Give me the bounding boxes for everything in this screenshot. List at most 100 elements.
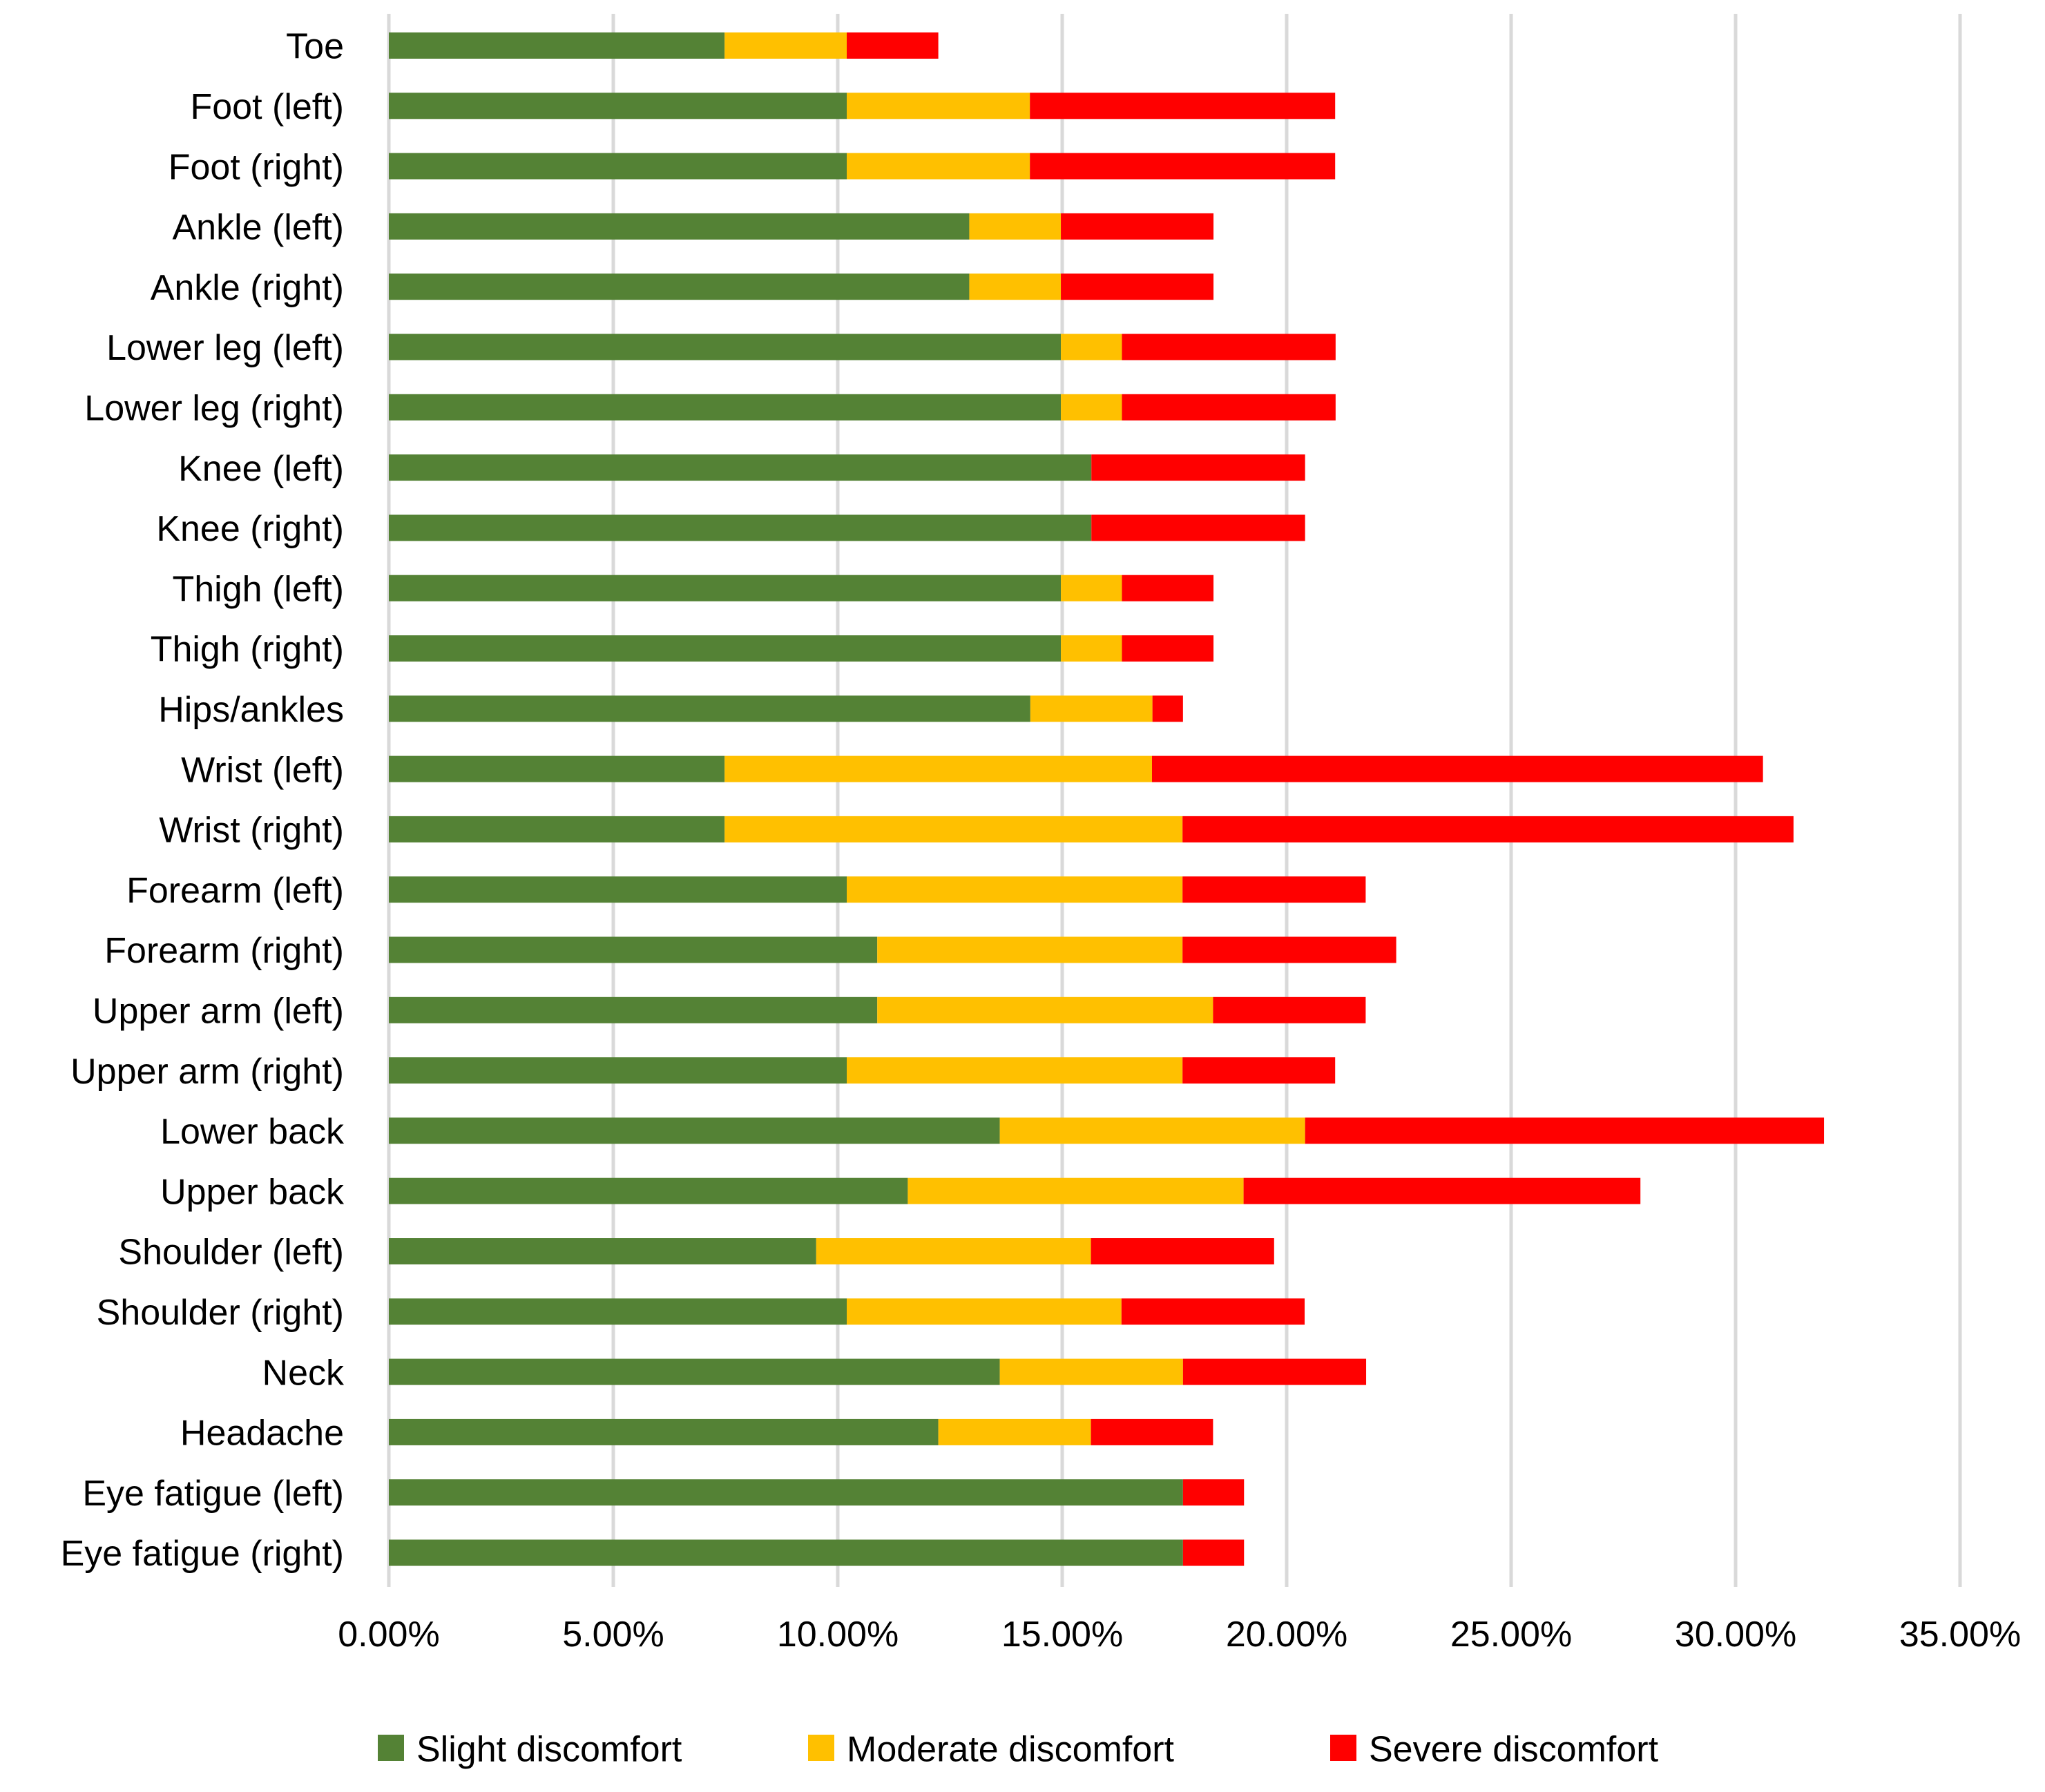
bar-upper-back-slight-discomfort bbox=[389, 1177, 908, 1204]
bar-foot-left-severe-discomfort bbox=[1030, 93, 1336, 119]
bar-lower-leg-right-severe-discomfort bbox=[1122, 394, 1336, 421]
bar-toe-moderate-discomfort bbox=[724, 32, 847, 59]
bar-lower-leg-left-slight-discomfort bbox=[389, 334, 1062, 360]
bar-upper-arm-left-moderate-discomfort bbox=[877, 996, 1213, 1023]
x-tick-label-7: 35.00% bbox=[1899, 1615, 2021, 1655]
category-label-foot-left: Foot (left) bbox=[191, 87, 345, 127]
bar-forearm-right-slight-discomfort bbox=[389, 936, 878, 963]
bar-lower-leg-left-moderate-discomfort bbox=[1061, 334, 1122, 360]
bar-headache-severe-discomfort bbox=[1091, 1418, 1213, 1445]
category-label-lower-back: Lower back bbox=[160, 1112, 345, 1152]
bar-upper-arm-left-slight-discomfort bbox=[389, 996, 878, 1023]
bar-wrist-left-slight-discomfort bbox=[389, 755, 725, 782]
bar-foot-left-moderate-discomfort bbox=[847, 93, 1030, 119]
bar-neck-slight-discomfort bbox=[389, 1358, 1000, 1385]
legend-swatch-moderate-discomfort bbox=[808, 1735, 834, 1761]
bar-lower-leg-left-severe-discomfort bbox=[1122, 334, 1336, 360]
x-tick-label-0: 0.00% bbox=[338, 1615, 439, 1655]
bar-toe-severe-discomfort bbox=[847, 32, 939, 59]
legend-swatch-slight-discomfort bbox=[378, 1735, 404, 1761]
gridlines bbox=[387, 14, 1962, 1587]
bar-foot-right-severe-discomfort bbox=[1030, 153, 1336, 180]
bar-ankle-left-slight-discomfort bbox=[389, 213, 970, 240]
category-label-lower-leg-left: Lower leg (left) bbox=[106, 328, 344, 368]
bar-eye-fatigue-right-slight-discomfort bbox=[389, 1539, 1183, 1566]
bar-headache-slight-discomfort bbox=[389, 1418, 939, 1445]
bar-forearm-left-slight-discomfort bbox=[389, 876, 847, 903]
bar-ankle-left-severe-discomfort bbox=[1061, 213, 1214, 240]
bar-ankle-left-moderate-discomfort bbox=[969, 213, 1062, 240]
bar-forearm-left-moderate-discomfort bbox=[847, 876, 1183, 903]
category-label-foot-right: Foot (right) bbox=[169, 147, 344, 187]
bar-hips-ankles-slight-discomfort bbox=[389, 695, 1030, 722]
x-tick-label-2: 10.00% bbox=[777, 1615, 899, 1655]
category-label-shoulder-left: Shoulder (left) bbox=[118, 1233, 344, 1273]
bar-thigh-right-moderate-discomfort bbox=[1061, 635, 1122, 662]
bar-thigh-left-severe-discomfort bbox=[1122, 575, 1214, 601]
bar-shoulder-left-moderate-discomfort bbox=[816, 1238, 1091, 1264]
category-labels: Toe Foot (left) Foot (right) Ankle (left) An… bbox=[61, 27, 345, 1574]
bar-wrist-right-severe-discomfort bbox=[1182, 816, 1794, 842]
category-label-headache: Headache bbox=[180, 1414, 344, 1454]
bar-thigh-left-moderate-discomfort bbox=[1061, 575, 1122, 601]
bar-ankle-right-severe-discomfort bbox=[1061, 273, 1214, 300]
category-label-hips-ankles: Hips/ankles bbox=[158, 690, 344, 730]
bar-wrist-right-moderate-discomfort bbox=[724, 816, 1183, 842]
bar-wrist-left-moderate-discomfort bbox=[724, 755, 1152, 782]
x-tick-labels: 0.00% 5.00% 10.00% 15.00% 20.00% 25.00% 30.00%… bbox=[338, 1615, 2021, 1655]
bar-shoulder-right-slight-discomfort bbox=[389, 1298, 847, 1325]
category-label-knee-right: Knee (right) bbox=[156, 509, 344, 549]
bar-forearm-right-severe-discomfort bbox=[1182, 936, 1396, 963]
bar-shoulder-left-severe-discomfort bbox=[1091, 1238, 1274, 1264]
category-label-eye-fatigue-left: Eye fatigue (left) bbox=[82, 1474, 344, 1514]
x-tick-label-4: 20.00% bbox=[1226, 1615, 1347, 1655]
x-tick-label-6: 30.00% bbox=[1675, 1615, 1796, 1655]
bars bbox=[389, 32, 1825, 1566]
bar-lower-back-slight-discomfort bbox=[389, 1117, 1000, 1144]
bar-thigh-left-slight-discomfort bbox=[389, 575, 1062, 601]
legend-label-severe-discomfort: Severe discomfort bbox=[1369, 1730, 1659, 1770]
category-label-ankle-left: Ankle (left) bbox=[172, 208, 344, 248]
bar-lower-back-moderate-discomfort bbox=[999, 1117, 1305, 1144]
category-label-upper-arm-left: Upper arm (left) bbox=[93, 992, 344, 1032]
bar-ankle-right-slight-discomfort bbox=[389, 273, 970, 300]
bar-thigh-right-slight-discomfort bbox=[389, 635, 1062, 662]
category-label-wrist-right: Wrist (right) bbox=[159, 811, 344, 851]
bar-forearm-right-moderate-discomfort bbox=[877, 936, 1183, 963]
category-label-upper-arm-right: Upper arm (right) bbox=[70, 1052, 344, 1092]
bar-knee-left-slight-discomfort bbox=[389, 454, 1092, 481]
legend-swatch-severe-discomfort bbox=[1330, 1735, 1356, 1761]
category-label-thigh-left: Thigh (left) bbox=[172, 569, 344, 609]
bar-knee-right-slight-discomfort bbox=[389, 514, 1092, 541]
bar-lower-leg-right-slight-discomfort bbox=[389, 394, 1062, 421]
bar-foot-right-moderate-discomfort bbox=[847, 153, 1030, 180]
bar-upper-arm-left-severe-discomfort bbox=[1213, 996, 1366, 1023]
bar-foot-left-slight-discomfort bbox=[389, 93, 847, 119]
bar-knee-right-severe-discomfort bbox=[1091, 514, 1305, 541]
bar-upper-back-moderate-discomfort bbox=[908, 1177, 1244, 1204]
bar-neck-moderate-discomfort bbox=[999, 1358, 1183, 1385]
bar-toe-slight-discomfort bbox=[389, 32, 725, 59]
bar-shoulder-right-severe-discomfort bbox=[1121, 1298, 1305, 1325]
bar-foot-right-slight-discomfort bbox=[389, 153, 847, 180]
bar-forearm-left-severe-discomfort bbox=[1182, 876, 1366, 903]
bar-neck-severe-discomfort bbox=[1182, 1358, 1367, 1385]
category-label-upper-back: Upper back bbox=[160, 1172, 345, 1212]
bar-eye-fatigue-right-severe-discomfort bbox=[1182, 1539, 1245, 1566]
category-label-wrist-left: Wrist (left) bbox=[181, 750, 344, 790]
category-label-eye-fatigue-right: Eye fatigue (right) bbox=[61, 1534, 344, 1574]
category-label-toe: Toe bbox=[286, 27, 344, 67]
bar-shoulder-left-slight-discomfort bbox=[389, 1238, 816, 1264]
x-tick-label-1: 5.00% bbox=[562, 1615, 664, 1655]
bar-upper-arm-right-slight-discomfort bbox=[389, 1057, 847, 1084]
category-label-forearm-right: Forearm (right) bbox=[104, 931, 344, 971]
bar-knee-left-severe-discomfort bbox=[1091, 454, 1305, 481]
category-label-forearm-left: Forearm (left) bbox=[126, 871, 344, 911]
x-tick-label-5: 25.00% bbox=[1450, 1615, 1572, 1655]
category-label-ankle-right: Ankle (right) bbox=[151, 268, 344, 308]
bar-ankle-right-moderate-discomfort bbox=[969, 273, 1062, 300]
legend-label-slight-discomfort: Slight discomfort bbox=[416, 1730, 682, 1770]
bar-eye-fatigue-left-severe-discomfort bbox=[1182, 1479, 1245, 1506]
